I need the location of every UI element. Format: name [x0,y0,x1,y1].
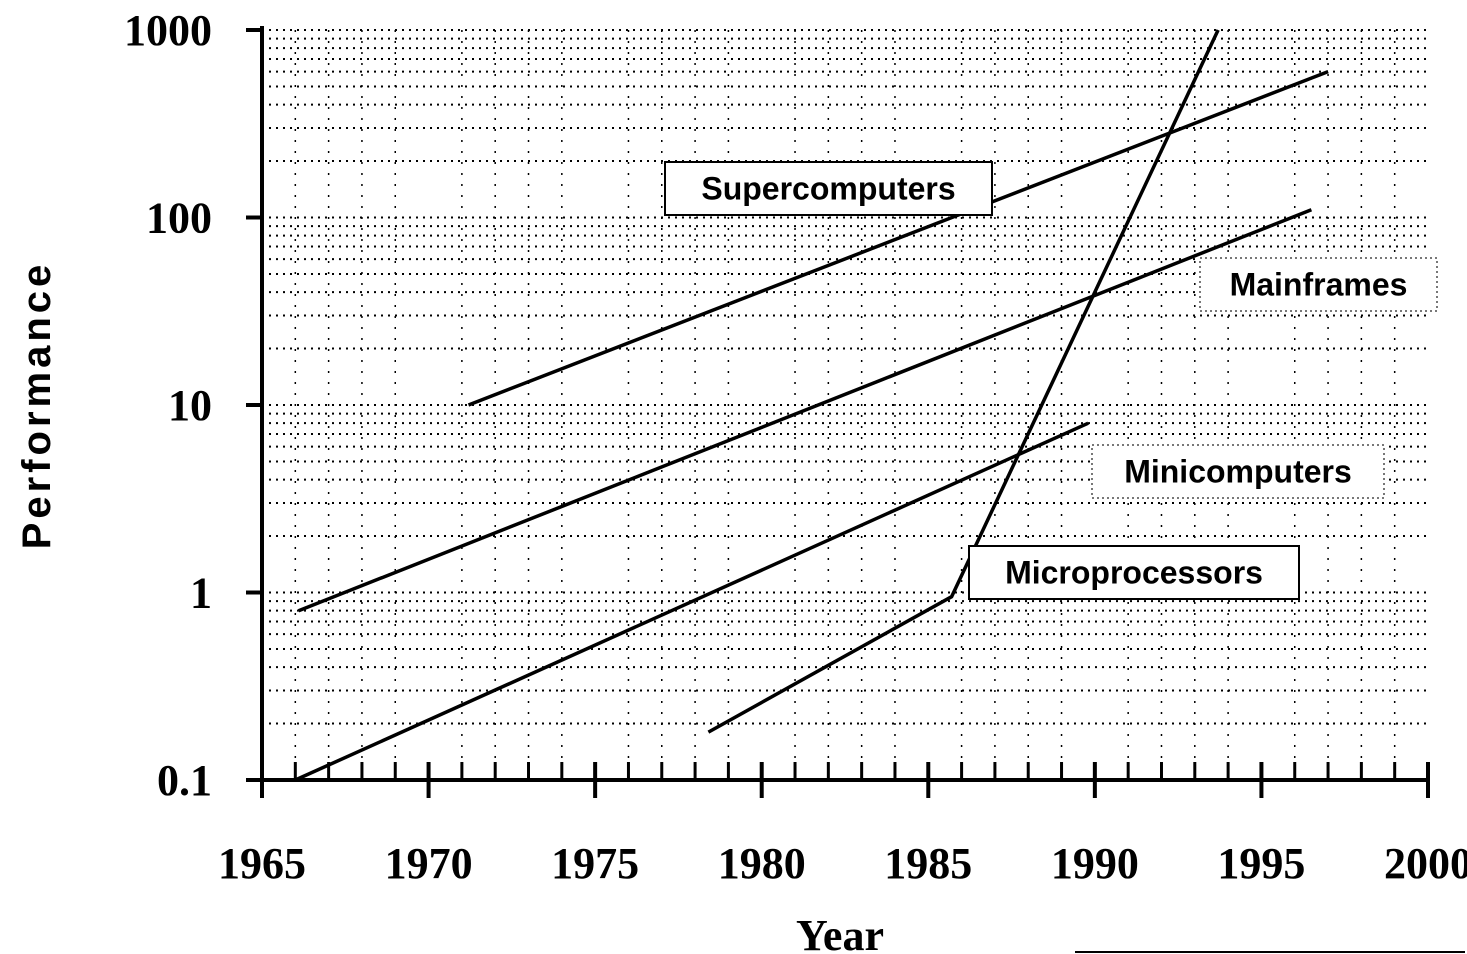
y-axis-label: Performance [15,261,59,550]
y-tick-label: 1 [190,569,212,618]
series-line [467,69,1329,407]
x-axis-label: Year [796,911,884,954]
x-tick-label: 1970 [385,839,473,888]
x-tick-label: 2000 [1384,839,1467,888]
series-label: Supercomputers [701,171,955,207]
y-tick-label: 10 [168,381,212,430]
series-label: Mainframes [1230,267,1408,303]
series-label: Microprocessors [1005,555,1263,591]
series-label-box [968,545,1300,600]
series-label-box [1091,444,1385,499]
x-tick-label: 1995 [1217,839,1305,888]
series-label-box [664,161,993,216]
y-tick-label: 100 [146,194,212,243]
series-line [294,421,1089,782]
series-line [297,208,1313,613]
x-tick-label: 1985 [884,839,972,888]
x-tick-label: 1990 [1051,839,1139,888]
series-label-box [1199,257,1438,312]
series-label: Minicomputers [1124,454,1352,490]
x-tick-label: 1980 [718,839,806,888]
series-line [707,29,1220,734]
x-tick-label: 1975 [551,839,639,888]
y-tick-label: 1000 [124,6,212,55]
y-tick-label: 0.1 [157,756,212,805]
x-tick-label: 1965 [218,839,306,888]
